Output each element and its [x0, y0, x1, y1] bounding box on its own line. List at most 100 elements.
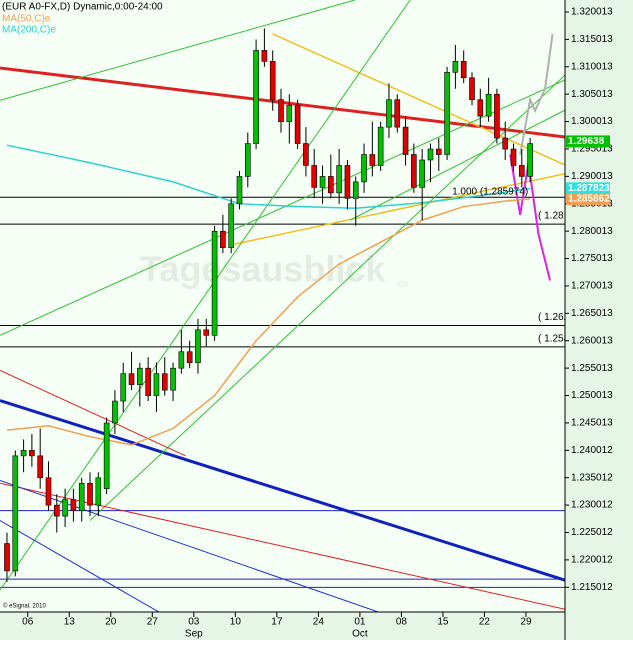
annotation: 1.000 (1.285974)	[452, 186, 528, 197]
y-tick-label: 1.220012	[571, 555, 613, 566]
x-tick-label: 10	[230, 617, 242, 628]
candle-body	[402, 126, 409, 155]
candle-body	[253, 50, 259, 144]
y-tick-label: 1.225012	[571, 527, 613, 538]
candle-body	[311, 165, 318, 188]
candle-body	[228, 203, 234, 248]
candle-body	[70, 499, 77, 511]
level-label: ( 1.28130)	[538, 211, 584, 222]
candle-body	[20, 450, 27, 457]
candle-body	[153, 373, 160, 396]
candle-body	[186, 351, 193, 364]
candle-body	[460, 61, 467, 79]
trendline	[0, 0, 356, 101]
candle-body	[377, 126, 384, 166]
plot: Tagesausblick de ( 1.28130) ( 1.26280) ( 1.2…	[0, 0, 584, 612]
y-tick-label: 1.260013	[571, 335, 613, 346]
y-tick-label: 1.255013	[571, 363, 613, 374]
trendline	[0, 0, 411, 591]
candle-body	[236, 176, 243, 205]
x-tick-label: 06	[22, 617, 34, 628]
candle-body	[12, 455, 19, 572]
price-tag	[566, 193, 610, 206]
level-label: ( 1.25890)	[538, 333, 584, 344]
candle-body	[444, 72, 450, 155]
candle-body	[4, 543, 10, 572]
trendline	[349, 109, 565, 221]
candle-body	[427, 148, 434, 161]
chart-title: (EUR A0-FX,D) Dynamic,0:00-24:00	[2, 2, 163, 13]
trendline	[89, 74, 565, 521]
copyright: © eSignal, 2010	[3, 603, 46, 610]
y-tick-label: 1.230012	[571, 500, 613, 511]
y-tick-label: 1.235012	[571, 472, 613, 483]
candle-body	[103, 422, 110, 490]
watermark-suffix: de	[398, 278, 408, 288]
x-tick-label: 27	[147, 617, 159, 628]
moving-average	[6, 144, 531, 209]
trendline	[231, 172, 565, 246]
candle-body	[203, 329, 210, 336]
x-tick-label: 01	[354, 617, 366, 628]
candle-body	[45, 477, 52, 506]
candle-body	[336, 165, 342, 194]
y-tick-label: 1.310013	[571, 61, 613, 72]
candle-body	[145, 367, 151, 396]
legend-entry: MA(200,C)e	[2, 25, 56, 36]
candle-body	[78, 482, 85, 511]
price-tag	[566, 182, 610, 195]
price-tag-label: 1.287823	[568, 183, 610, 194]
x-tick-label: 17	[271, 617, 283, 628]
candle-body	[452, 61, 459, 73]
candle-body	[519, 165, 525, 177]
y-tick-label: 1.315013	[571, 34, 613, 45]
watermark: Tagesausblick	[140, 249, 386, 290]
candle-body	[137, 367, 143, 385]
candle-body	[178, 351, 185, 369]
candle-body	[161, 373, 168, 391]
candle-body	[269, 61, 276, 101]
candle-body	[328, 176, 334, 194]
month-label: Sep	[185, 629, 203, 640]
candle-body	[361, 154, 367, 183]
candle-body	[261, 50, 268, 62]
candle-body	[477, 99, 484, 117]
candle-body	[527, 143, 533, 177]
y-tick-label: 1.295013	[571, 144, 613, 155]
x-tick-label: 08	[396, 617, 408, 628]
candle-body	[95, 477, 102, 506]
y-tick-label: 1.240012	[571, 445, 613, 456]
x-tick-label: 24	[313, 617, 325, 628]
trendline	[0, 79, 565, 336]
y-tick-label: 1.250013	[571, 390, 613, 401]
candle-body	[435, 148, 442, 155]
candle-body	[510, 148, 517, 166]
x-tick-label: 22	[479, 617, 491, 628]
candle-body	[128, 373, 135, 385]
candle-body	[195, 329, 201, 364]
x-tick-label: 13	[64, 617, 76, 628]
x-tick-label: 15	[437, 617, 449, 628]
y-tick-label: 1.270013	[571, 281, 613, 292]
candle-body	[352, 181, 359, 199]
candle-body	[502, 137, 509, 150]
month-label: Oct	[352, 629, 368, 640]
candle-body	[494, 93, 500, 139]
candle-body	[319, 176, 326, 188]
candle-body	[244, 143, 251, 177]
candle-body	[411, 154, 417, 188]
y-tick-label: 1.320013	[571, 7, 613, 18]
candle-body	[369, 154, 376, 166]
x-tick-label: 20	[105, 617, 117, 628]
candle-body	[485, 93, 492, 117]
candle-body	[170, 367, 176, 391]
candle-body	[303, 143, 309, 166]
candle-body	[294, 104, 301, 144]
trendline	[0, 369, 186, 457]
y-tick-label: 1.290013	[571, 171, 613, 182]
y-tick-label: 1.300013	[571, 116, 613, 127]
candle-body	[394, 99, 401, 128]
candle-body	[386, 99, 392, 128]
candle-body	[469, 77, 475, 101]
